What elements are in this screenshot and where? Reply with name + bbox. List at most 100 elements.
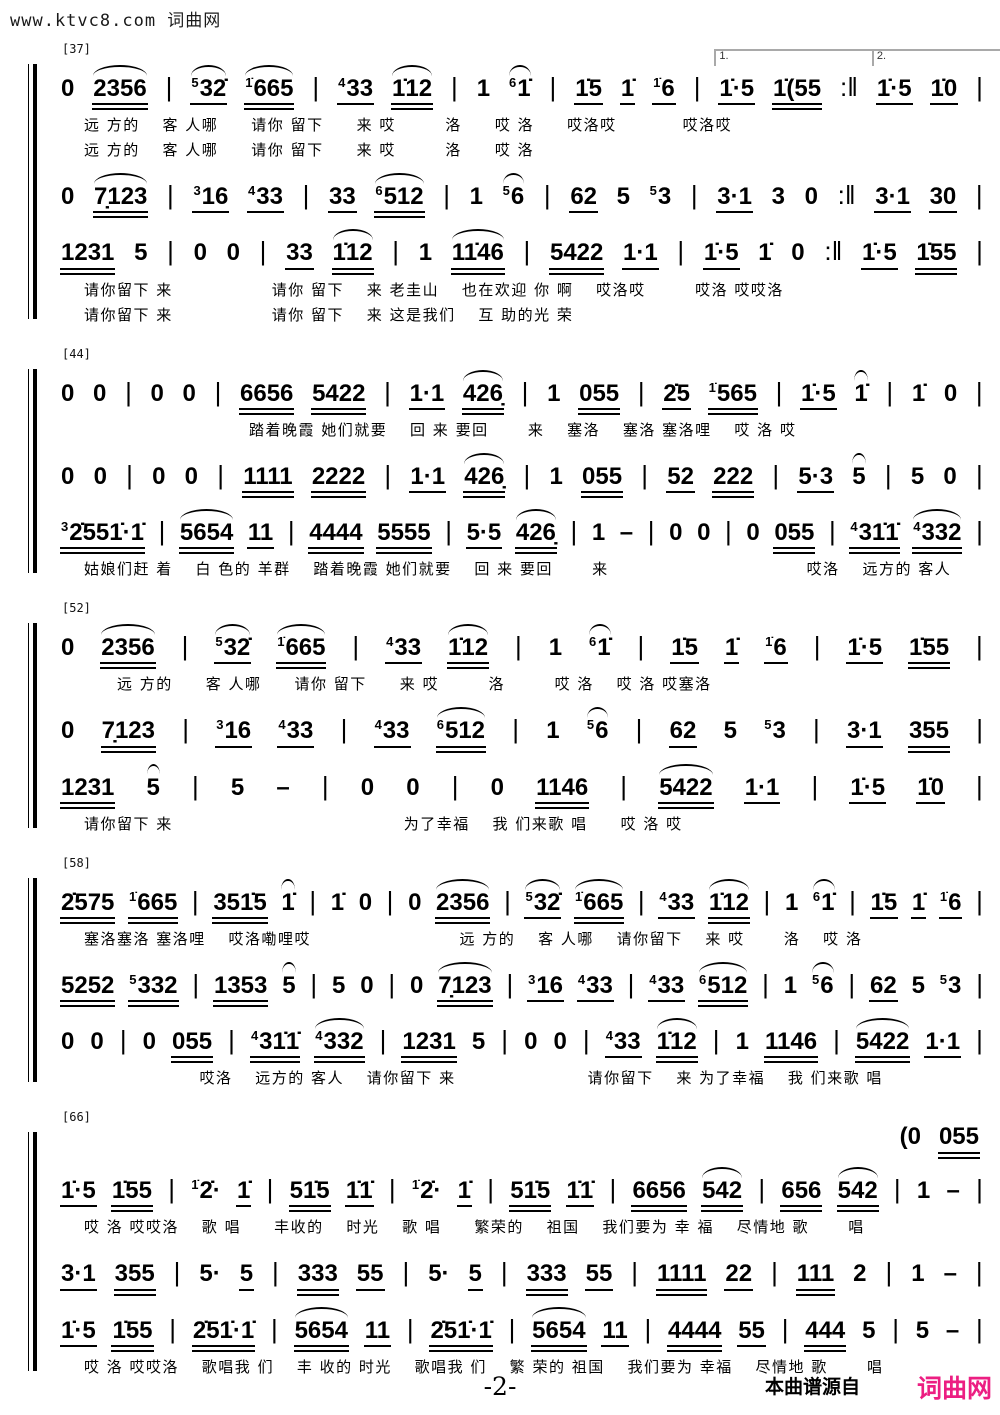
barline: | (644, 1313, 652, 1344)
barline: | (975, 376, 983, 407)
note-group: 1 (911, 1260, 925, 1288)
barline: | (191, 885, 199, 916)
note-group: 656 (780, 1178, 823, 1213)
note-group: 1̇·5 (849, 774, 887, 804)
note-group: 542 (836, 1167, 879, 1213)
note-group: 0 (61, 717, 75, 745)
note-group: 1̇1̇ (565, 1178, 595, 1208)
barline: | (976, 1025, 983, 1056)
barline: | (214, 376, 222, 407)
lyrics-line: 塞洛塞洛 塞洛哩 哎洛嘞哩哎 远 方的 客 人哪 请你留下 来 哎 洛 哎 洛 (84, 929, 863, 948)
note-group: 62 (569, 184, 599, 214)
barline: | (169, 1313, 177, 1344)
note-group: 5 (467, 1261, 483, 1291)
volta-1-start: 1̇·5 (714, 48, 886, 106)
grace-note: 5 (215, 634, 223, 650)
note-group: 316 (527, 973, 565, 1003)
note-group: 5 (915, 1316, 930, 1344)
page-number: -2- (483, 1372, 517, 1401)
voice-2-notes: 0 7̣123 | 316 433 | 33 6512 | 1 56 | 62 5 53 | 3·1 3 0:‖ 3·… (48, 164, 986, 220)
note-group: – (945, 1316, 960, 1344)
barline: | (125, 376, 132, 407)
note-group: 3·1 (60, 1261, 97, 1291)
barline: | (384, 459, 392, 490)
barline: | (771, 1257, 778, 1288)
note-group: 1 (546, 717, 560, 745)
note-group: 0 (152, 462, 166, 490)
barline: | (192, 770, 199, 801)
note-group: 111 (795, 1261, 836, 1296)
system-1: [37] 0 2356 | 532̇ 1̇665 | 433 1̇12 | 1 61̇ | 1̇5 1̇ 1̇… (22, 42, 1000, 325)
barline: | (570, 515, 578, 546)
barline: | (849, 885, 856, 916)
barline: | (302, 180, 310, 211)
lyrics-line: 踏着晚霞 她们就要 回 来 要回 来 塞洛 塞洛 塞洛哩 哎 洛 哎 (84, 420, 797, 439)
note-group: 5332 (128, 973, 179, 1008)
note-group: 1̇ (456, 1178, 472, 1208)
note-group: 0 (61, 634, 75, 662)
note-group: 55 (584, 1261, 614, 1291)
note-group: 0 (490, 773, 504, 801)
grace-note: 4 (338, 75, 346, 90)
note-group: 2 (853, 1260, 867, 1288)
note-group: 0 (61, 75, 75, 102)
note-group: 5 (911, 971, 925, 999)
note-group: 1̇ (911, 379, 926, 407)
note-group: 1353 (212, 973, 269, 1008)
note-group: 5422 (658, 763, 714, 809)
barline: | (182, 714, 189, 745)
note-group: 0 (943, 379, 958, 407)
barline: | (321, 770, 329, 801)
grace-note: 4 (315, 1028, 323, 1044)
voice-1-notes: 1̇·5 1̇55 | 1̇2̇· 1̇ | 51̇5 1̇1̇ | 1̇2̇· 1̇ | 51̇5 1̇… (48, 1158, 986, 1214)
note-group: 1̇55 (908, 635, 951, 670)
note-group: 333 (525, 1261, 568, 1296)
barline: | (975, 459, 983, 490)
barline: | (309, 885, 317, 916)
note-group: 055 (937, 1123, 980, 1160)
barline: | (884, 459, 892, 490)
lyrics-line: 哎 洛 哎哎洛 歌唱我 们 丰 收的 时光 歌唱我 们 繁 荣的 祖国 我们要为… (84, 1357, 884, 1376)
note-group: 5 (862, 1316, 876, 1344)
note-group: 6656 (239, 380, 295, 415)
note-group: 1̇6 (938, 890, 963, 919)
note-group: 53 (939, 971, 962, 999)
barline: | (637, 631, 645, 662)
system-3: [52] 0 2356 | 532̇ 1̇665 | 433 1̇12 | 1 61̇ | 1̇5 1̇ 1̇… (22, 601, 986, 834)
note-group: 433 (576, 973, 614, 1003)
note-group: 1 (735, 1028, 749, 1056)
barline: | (167, 180, 174, 211)
note-group: 1̇55 (111, 1317, 154, 1352)
grace-note: 6 (508, 75, 517, 90)
note-group: 1̇6 (652, 76, 676, 106)
note-group: 1̇·5 (60, 1178, 97, 1208)
note-group: 1̇1̇ (344, 1178, 374, 1208)
note-group: 5422 (854, 1018, 911, 1064)
note-group: 0 (746, 518, 760, 546)
grace-note: 5 (191, 75, 199, 90)
barline: | (635, 714, 643, 745)
grace-note: 4 (248, 183, 256, 199)
note-group: 0 (410, 971, 424, 999)
note-group: 30 (928, 184, 958, 214)
note-group: 5·3 (797, 464, 835, 493)
note-group: 222 (712, 464, 755, 498)
note-group: 1·1 (622, 240, 659, 270)
note-group: 433 (247, 183, 284, 214)
barline: | (443, 180, 451, 211)
grace-note: 1̇ (277, 634, 285, 650)
grace-note: 6 (812, 888, 821, 904)
system-5: [66] (0 055 1̇·5 1̇55 | 1̇2̇· 1̇ | 51̇5 1̇1̇ | 1̇2̇·… (22, 1110, 986, 1377)
voice-2-notes: 3·1 355 | 5· 5 | 333 55 | 5· 5 | 333 55 | 1111 22 | 111 2 | 1… (48, 1241, 986, 1297)
barline: | (620, 770, 628, 801)
note-group: 1 (784, 888, 799, 916)
note-group: 1·1 (924, 1029, 962, 1059)
note-group: 55 (737, 1317, 766, 1347)
note-group: 355 (113, 1261, 156, 1296)
voice-3-notes: 32̇551̇·1̇ | 5654 11 | 4444 5555 | 5·5 426̣ | 1– | 0 0… (48, 500, 986, 556)
note-group: 316 (215, 718, 253, 748)
note-group: 61̇ (812, 878, 835, 916)
note-group: 433 (337, 75, 375, 106)
barline: | (976, 1174, 983, 1205)
note-group: 1̇665 (244, 64, 295, 111)
